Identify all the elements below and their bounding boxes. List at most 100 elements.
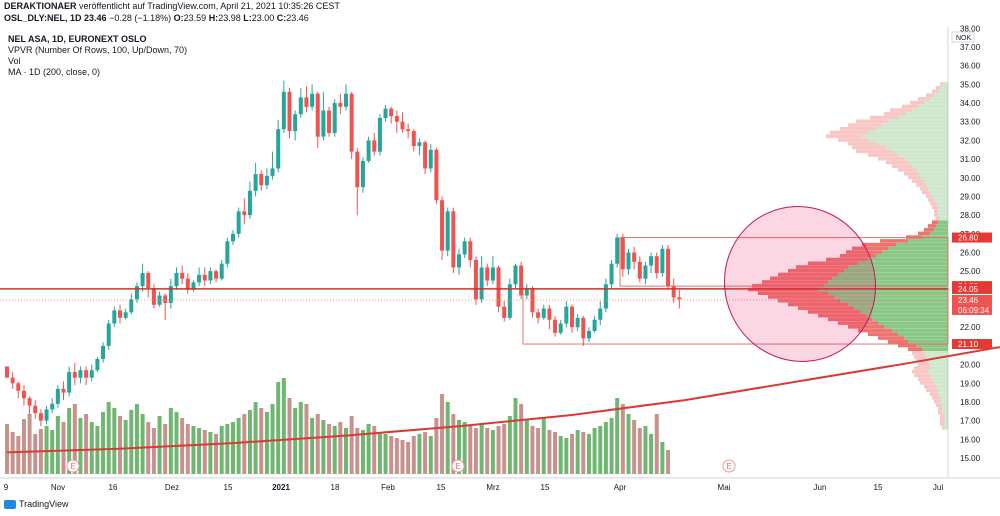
candle-body <box>479 267 484 300</box>
vp-bar-up <box>898 332 948 337</box>
candle-body <box>496 267 501 307</box>
x-tick-label: 15 <box>437 483 446 492</box>
vp-bar-down <box>892 164 912 168</box>
volume-bar <box>389 436 394 474</box>
vp-bar-down <box>922 190 930 195</box>
vp-bar-up <box>886 145 948 150</box>
candle-body <box>519 265 524 296</box>
volume-bar <box>423 432 428 474</box>
volume-bar <box>468 426 473 474</box>
volume-bar <box>411 436 416 474</box>
symbol-name: OSL_DLY:NEL, 1D <box>4 13 82 23</box>
vp-bar-down <box>878 156 904 161</box>
volume-bar <box>553 432 558 474</box>
candle-body <box>502 306 507 318</box>
volume-bar <box>394 438 399 474</box>
volume-bar <box>231 422 235 474</box>
legend-vol[interactable]: Vol <box>8 56 21 66</box>
vp-bar-down <box>926 388 938 393</box>
vp-bar-up <box>898 115 948 120</box>
volume-bar <box>666 450 671 474</box>
candle-body <box>558 323 563 333</box>
vp-bar-up <box>896 242 948 247</box>
volume-bar <box>462 422 467 474</box>
vp-bar-up <box>882 123 948 127</box>
volume-bar <box>21 419 26 474</box>
volume-bar <box>406 442 411 474</box>
volume-bar <box>490 430 495 474</box>
vp-bar-up <box>938 205 948 210</box>
vp-bar-down <box>808 261 858 266</box>
vp-bar-down <box>942 425 944 430</box>
vp-bar-up <box>876 254 948 258</box>
vp-bar-up <box>904 156 948 161</box>
vp-bar-down <box>788 268 844 273</box>
candle-body <box>55 388 60 404</box>
y-tick-label: 22.00 <box>960 323 981 332</box>
vp-bar-up <box>860 310 948 314</box>
candle-body <box>434 149 439 201</box>
candle-body <box>151 287 156 305</box>
volume-bar <box>434 418 439 474</box>
candle-body <box>660 248 665 274</box>
volume-bar <box>197 428 202 474</box>
candle-body <box>394 116 399 122</box>
vp-bar-down <box>884 112 906 116</box>
vp-bar-up <box>920 175 948 180</box>
vp-bar-down <box>898 343 916 348</box>
vp-bar-down <box>934 399 940 404</box>
candle-body <box>677 297 682 300</box>
vp-bar-up <box>884 325 948 329</box>
vp-bar-up <box>938 212 948 217</box>
vp-bar-up <box>848 302 948 307</box>
vp-bar-up <box>834 295 948 299</box>
vp-bar-up <box>924 100 948 105</box>
vp-bar-up <box>904 336 948 340</box>
candle-body <box>21 390 26 399</box>
y-tick-label: 31.00 <box>960 155 981 164</box>
y-tick-label: 35.00 <box>960 80 981 89</box>
volume-bar <box>242 414 247 474</box>
vp-bar-up <box>828 291 948 295</box>
volume-bar <box>78 418 83 474</box>
candle-body <box>586 330 591 339</box>
candle-body <box>457 254 461 268</box>
candle-body <box>101 345 106 359</box>
vp-bar-down <box>936 216 940 221</box>
vp-bar-down <box>932 205 938 210</box>
vp-bar-up <box>848 265 948 269</box>
candle-body <box>445 211 450 251</box>
volume-bar <box>609 418 614 474</box>
candle-body <box>123 312 128 318</box>
x-tick-label: 9 <box>4 483 9 492</box>
x-tick-label: 15 <box>874 483 883 492</box>
candle-body <box>219 263 224 279</box>
price-label-text: 06:09:34 <box>958 306 990 315</box>
vp-bar-down <box>840 254 876 258</box>
candle-body <box>259 174 264 186</box>
volume-bar <box>615 398 620 474</box>
vp-bar-down <box>838 138 868 142</box>
candle-body <box>112 310 117 324</box>
vp-bar-down <box>830 130 868 135</box>
vp-bar-down <box>932 220 938 225</box>
vp-bar-up <box>934 93 948 97</box>
candle-body <box>310 93 315 107</box>
legend-ma[interactable]: MA · 1D (200, close, 0) <box>8 67 101 77</box>
candle-body <box>541 308 546 318</box>
legend-vpvr[interactable]: VPVR (Number Of Rows, 100, Up/Down, 70) <box>8 45 188 55</box>
candle-body <box>417 142 422 147</box>
x-tick-label: 16 <box>109 483 118 492</box>
candle-body <box>654 256 659 274</box>
volume-bar <box>310 418 315 474</box>
candle-body <box>264 175 269 186</box>
candle-body <box>468 241 473 260</box>
volume-bar <box>575 430 580 474</box>
volume-bar <box>5 424 9 474</box>
vp-bar-up <box>938 220 948 225</box>
quote-line: OSL_DLY:NEL, 1D 23.46 −0.28 (−1.18%) O:2… <box>4 13 309 23</box>
vp-bar-up <box>930 97 948 101</box>
ohlc-low: 23.00 <box>251 13 275 23</box>
ohlc-open: 23.59 <box>183 13 207 23</box>
